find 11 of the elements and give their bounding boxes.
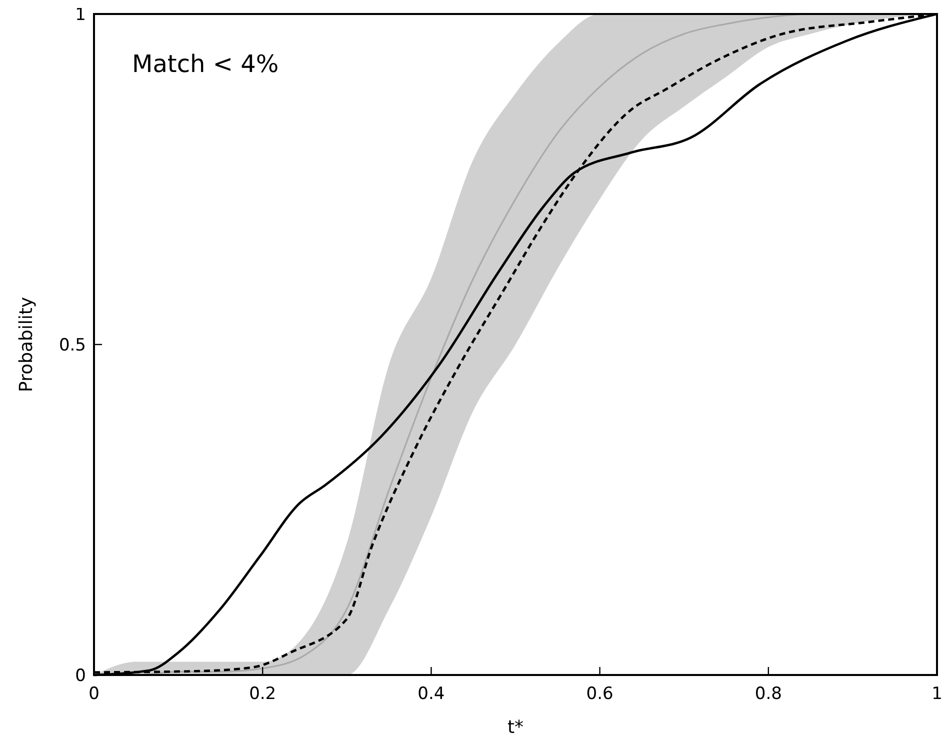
x-axis-title: t* <box>507 717 524 738</box>
x-tick-label: 0.2 <box>249 684 276 704</box>
x-tick-label: 0 <box>88 684 100 704</box>
y-tick-label: 0.5 <box>58 336 86 356</box>
x-tick-label: 0.4 <box>418 684 445 704</box>
y-axis-title: Probability <box>16 296 37 392</box>
annotation: Match < 4% <box>132 50 279 78</box>
x-tick-label: 1 <box>932 684 942 704</box>
y-tick-label: 0 <box>75 666 86 686</box>
x-tick-label: 0.6 <box>586 684 614 704</box>
x-tick-label: 0.8 <box>754 684 782 704</box>
